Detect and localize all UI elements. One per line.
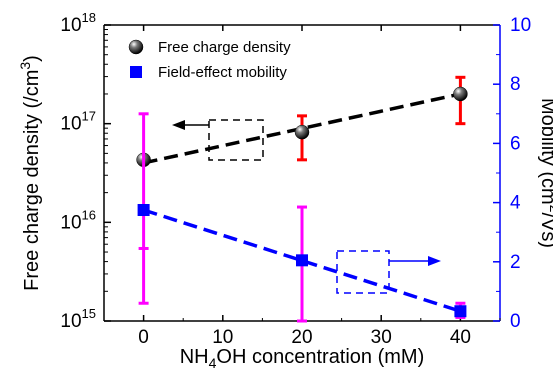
annotation-arrowhead-mobility: [428, 256, 441, 266]
data-point-mobility: [296, 254, 308, 267]
y-right-tick-label: 4: [510, 193, 521, 214]
x-tick-label: 0: [138, 327, 149, 348]
y-left-tick-label: 1018: [60, 10, 96, 36]
data-point-charge-density: [453, 86, 468, 102]
legend-label-charge-density: Free charge density: [158, 39, 291, 56]
data-point-charge-density: [294, 124, 310, 140]
y-right-tick-label: 6: [510, 133, 521, 154]
fit-line-charge-density: [143, 92, 461, 165]
data-point-mobility: [137, 204, 150, 216]
legend-marker-mobility: [130, 66, 142, 78]
annotation-arrowhead-charge-density: [172, 120, 185, 130]
y-right-tick-label: 0: [510, 311, 521, 332]
annotation-box-charge-density: [208, 119, 264, 161]
y-left-tick-label: 1017: [60, 109, 96, 135]
x-tick-label: 10: [212, 327, 233, 348]
legend-label-mobility: Field-effect mobility: [158, 64, 287, 81]
x-tick-label: 30: [371, 327, 392, 348]
annotation-box-mobility: [336, 250, 390, 294]
y-left-axis-title: Free charge density (/cm3): [17, 55, 43, 291]
x-tick-label: 20: [291, 327, 312, 348]
legend-marker-charge-density: [128, 39, 144, 55]
y-right-tick-label: 8: [510, 74, 521, 95]
y-left-tick-label: 1016: [60, 207, 96, 233]
x-tick-label: 40: [450, 327, 471, 348]
fit-line-mobility: [143, 208, 461, 313]
y-right-tick-label: 2: [510, 252, 521, 273]
x-axis-title: NH4OH concentration (mM): [180, 346, 425, 371]
y-right-axis-title: Mobility (cm2/Vs): [537, 98, 553, 248]
data-point-mobility: [454, 305, 467, 318]
y-left-tick-label: 1015: [60, 306, 96, 332]
y-right-tick-label: 10: [510, 15, 531, 36]
